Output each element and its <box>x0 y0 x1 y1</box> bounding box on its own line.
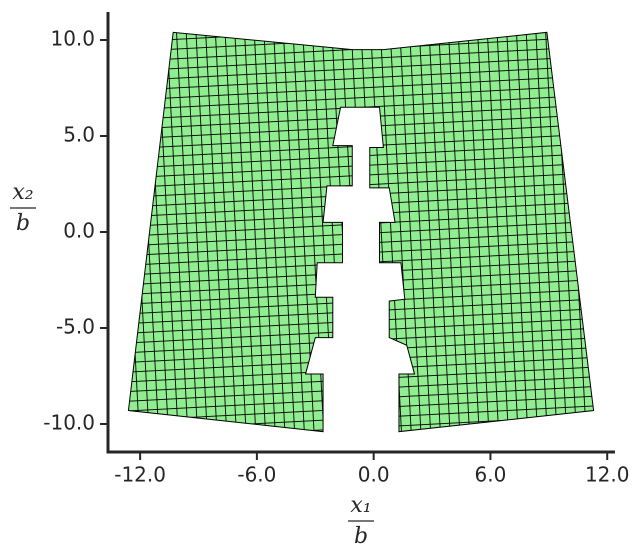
x-tick-label: 6.0 <box>475 463 507 487</box>
y-tick-label: 0.0 <box>63 219 95 243</box>
plot-area <box>127 31 595 433</box>
x-label-denominator: b <box>354 524 368 549</box>
y-tick-label: -5.0 <box>56 314 95 338</box>
x-tick-label: -12.0 <box>114 463 166 487</box>
x-tick-label: -6.0 <box>237 463 276 487</box>
y-label-numerator: x₂ <box>12 180 33 205</box>
x-tick-label: 12.0 <box>585 463 630 487</box>
y-tick-label: 5.0 <box>63 123 95 147</box>
x-label-numerator: x₁ <box>350 493 371 518</box>
y-tick-label: -10.0 <box>43 410 95 434</box>
mesh <box>127 31 595 433</box>
y-tick-label: 10.0 <box>50 27 95 51</box>
x-tick-label: 0.0 <box>358 463 390 487</box>
y-label-denominator: b <box>16 211 30 236</box>
